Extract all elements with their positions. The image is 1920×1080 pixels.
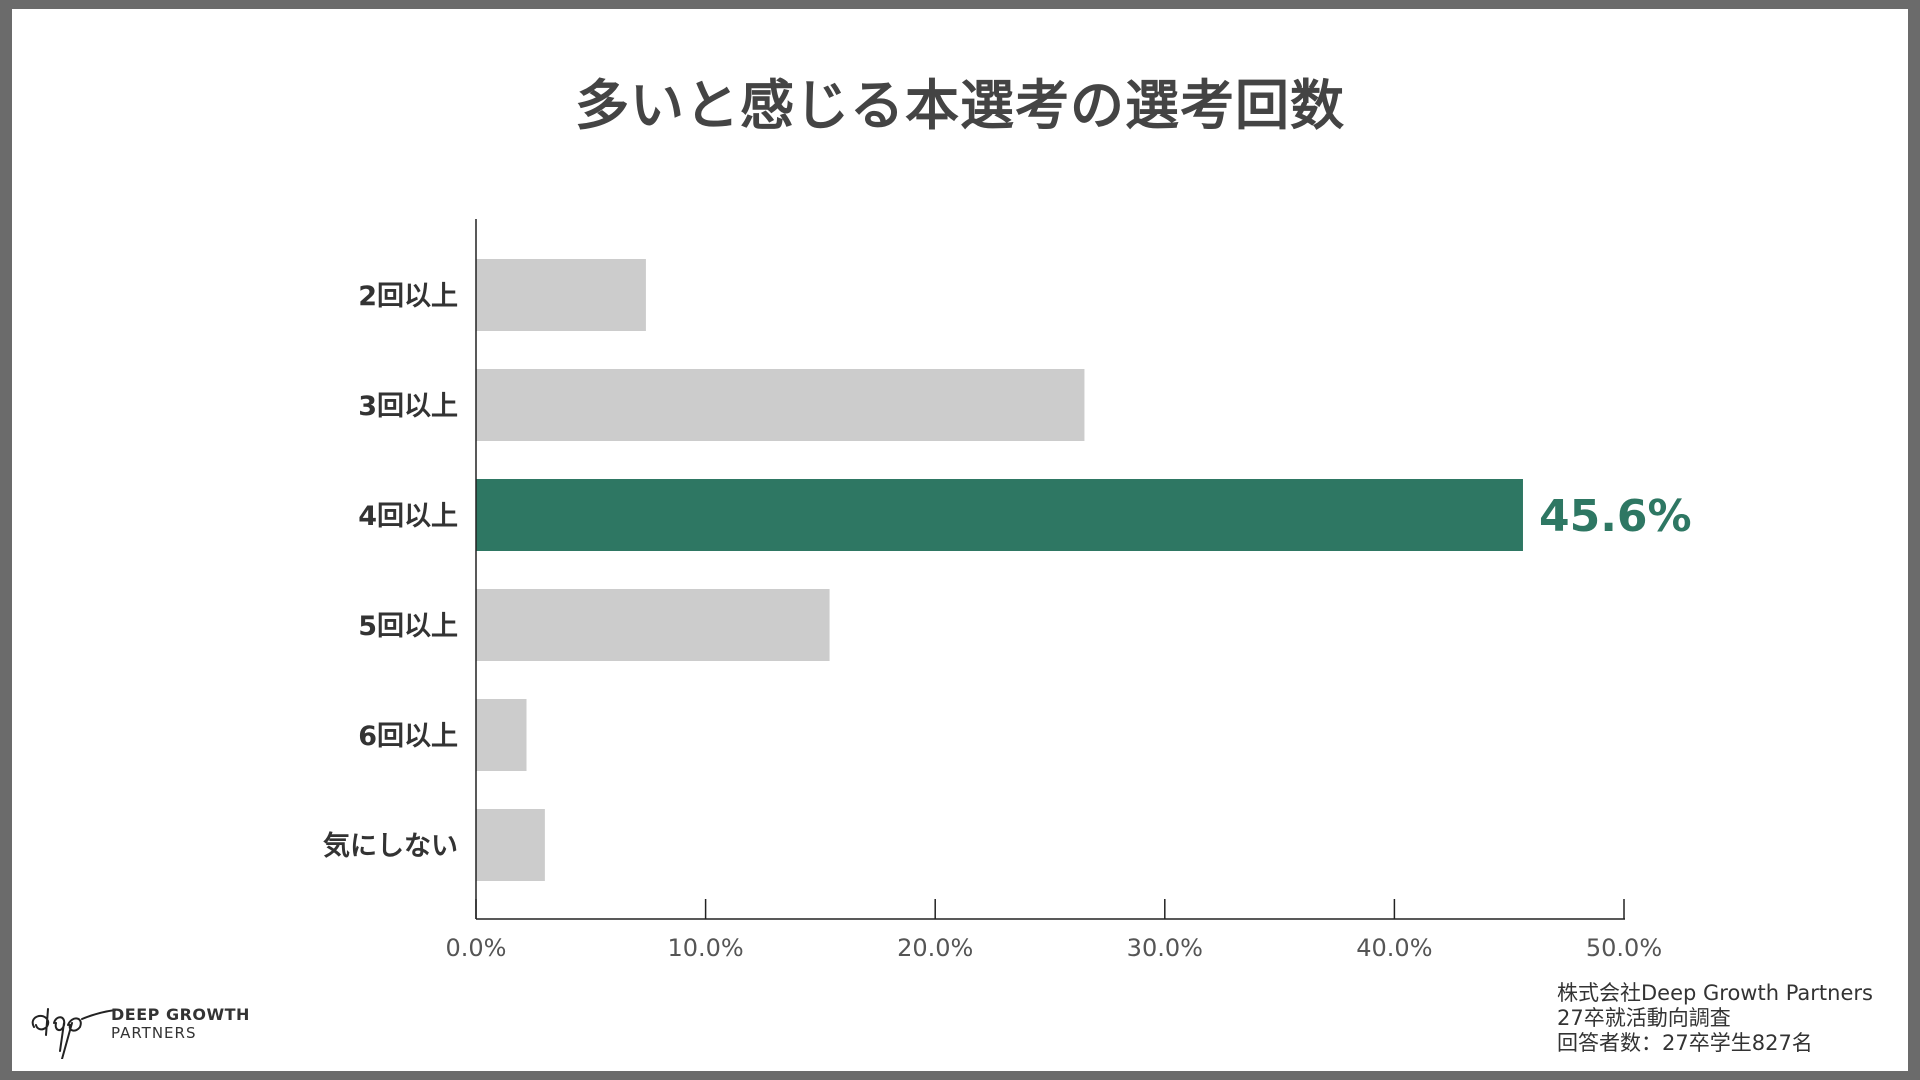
source-note: 株式会社Deep Growth Partners 27卒就活動向調査 回答者数：… xyxy=(1557,981,1873,1056)
bar-2 xyxy=(476,369,1085,441)
dgp-signature-icon xyxy=(31,1008,125,1060)
source-survey: 27卒就活動向調査 xyxy=(1557,1006,1731,1030)
source-respondents: 回答者数：27卒学生827名 xyxy=(1557,1031,1813,1055)
category-label: 3回以上 xyxy=(358,391,458,422)
bar-5 xyxy=(476,699,527,771)
data-label: 45.6% xyxy=(1539,491,1692,542)
category-label: 6回以上 xyxy=(358,721,458,752)
bar-3 xyxy=(476,479,1523,551)
company-logo: DEEP GROWTH PARTNERS xyxy=(26,989,249,1060)
bar-1 xyxy=(476,259,646,331)
category-label: 2回以上 xyxy=(358,281,458,312)
x-tick-label: 0.0% xyxy=(446,934,507,962)
x-tick-label: 40.0% xyxy=(1356,934,1432,962)
x-tick-label: 30.0% xyxy=(1127,934,1203,962)
x-tick-label: 10.0% xyxy=(667,934,743,962)
source-company: 株式会社Deep Growth Partners xyxy=(1557,981,1873,1005)
category-label: 4回以上 xyxy=(358,501,458,532)
slide: 多いと感じる本選考の選考回数 2回以上 3回以上 4回以上 5回以上 6回以上気にしない… xyxy=(12,9,1908,1071)
bar-6 xyxy=(476,809,545,881)
category-label: 気にしない xyxy=(323,830,458,862)
logo-text-main: DEEP GROWTH xyxy=(111,1005,250,1024)
x-tick-label: 50.0% xyxy=(1586,934,1662,962)
bar-4 xyxy=(476,589,830,661)
x-tick-label: 20.0% xyxy=(897,934,973,962)
logo-text-sub: PARTNERS xyxy=(111,1024,197,1042)
chart-title: 多いと感じる本選考の選考回数 xyxy=(575,74,1345,137)
category-label: 5回以上 xyxy=(358,611,458,642)
